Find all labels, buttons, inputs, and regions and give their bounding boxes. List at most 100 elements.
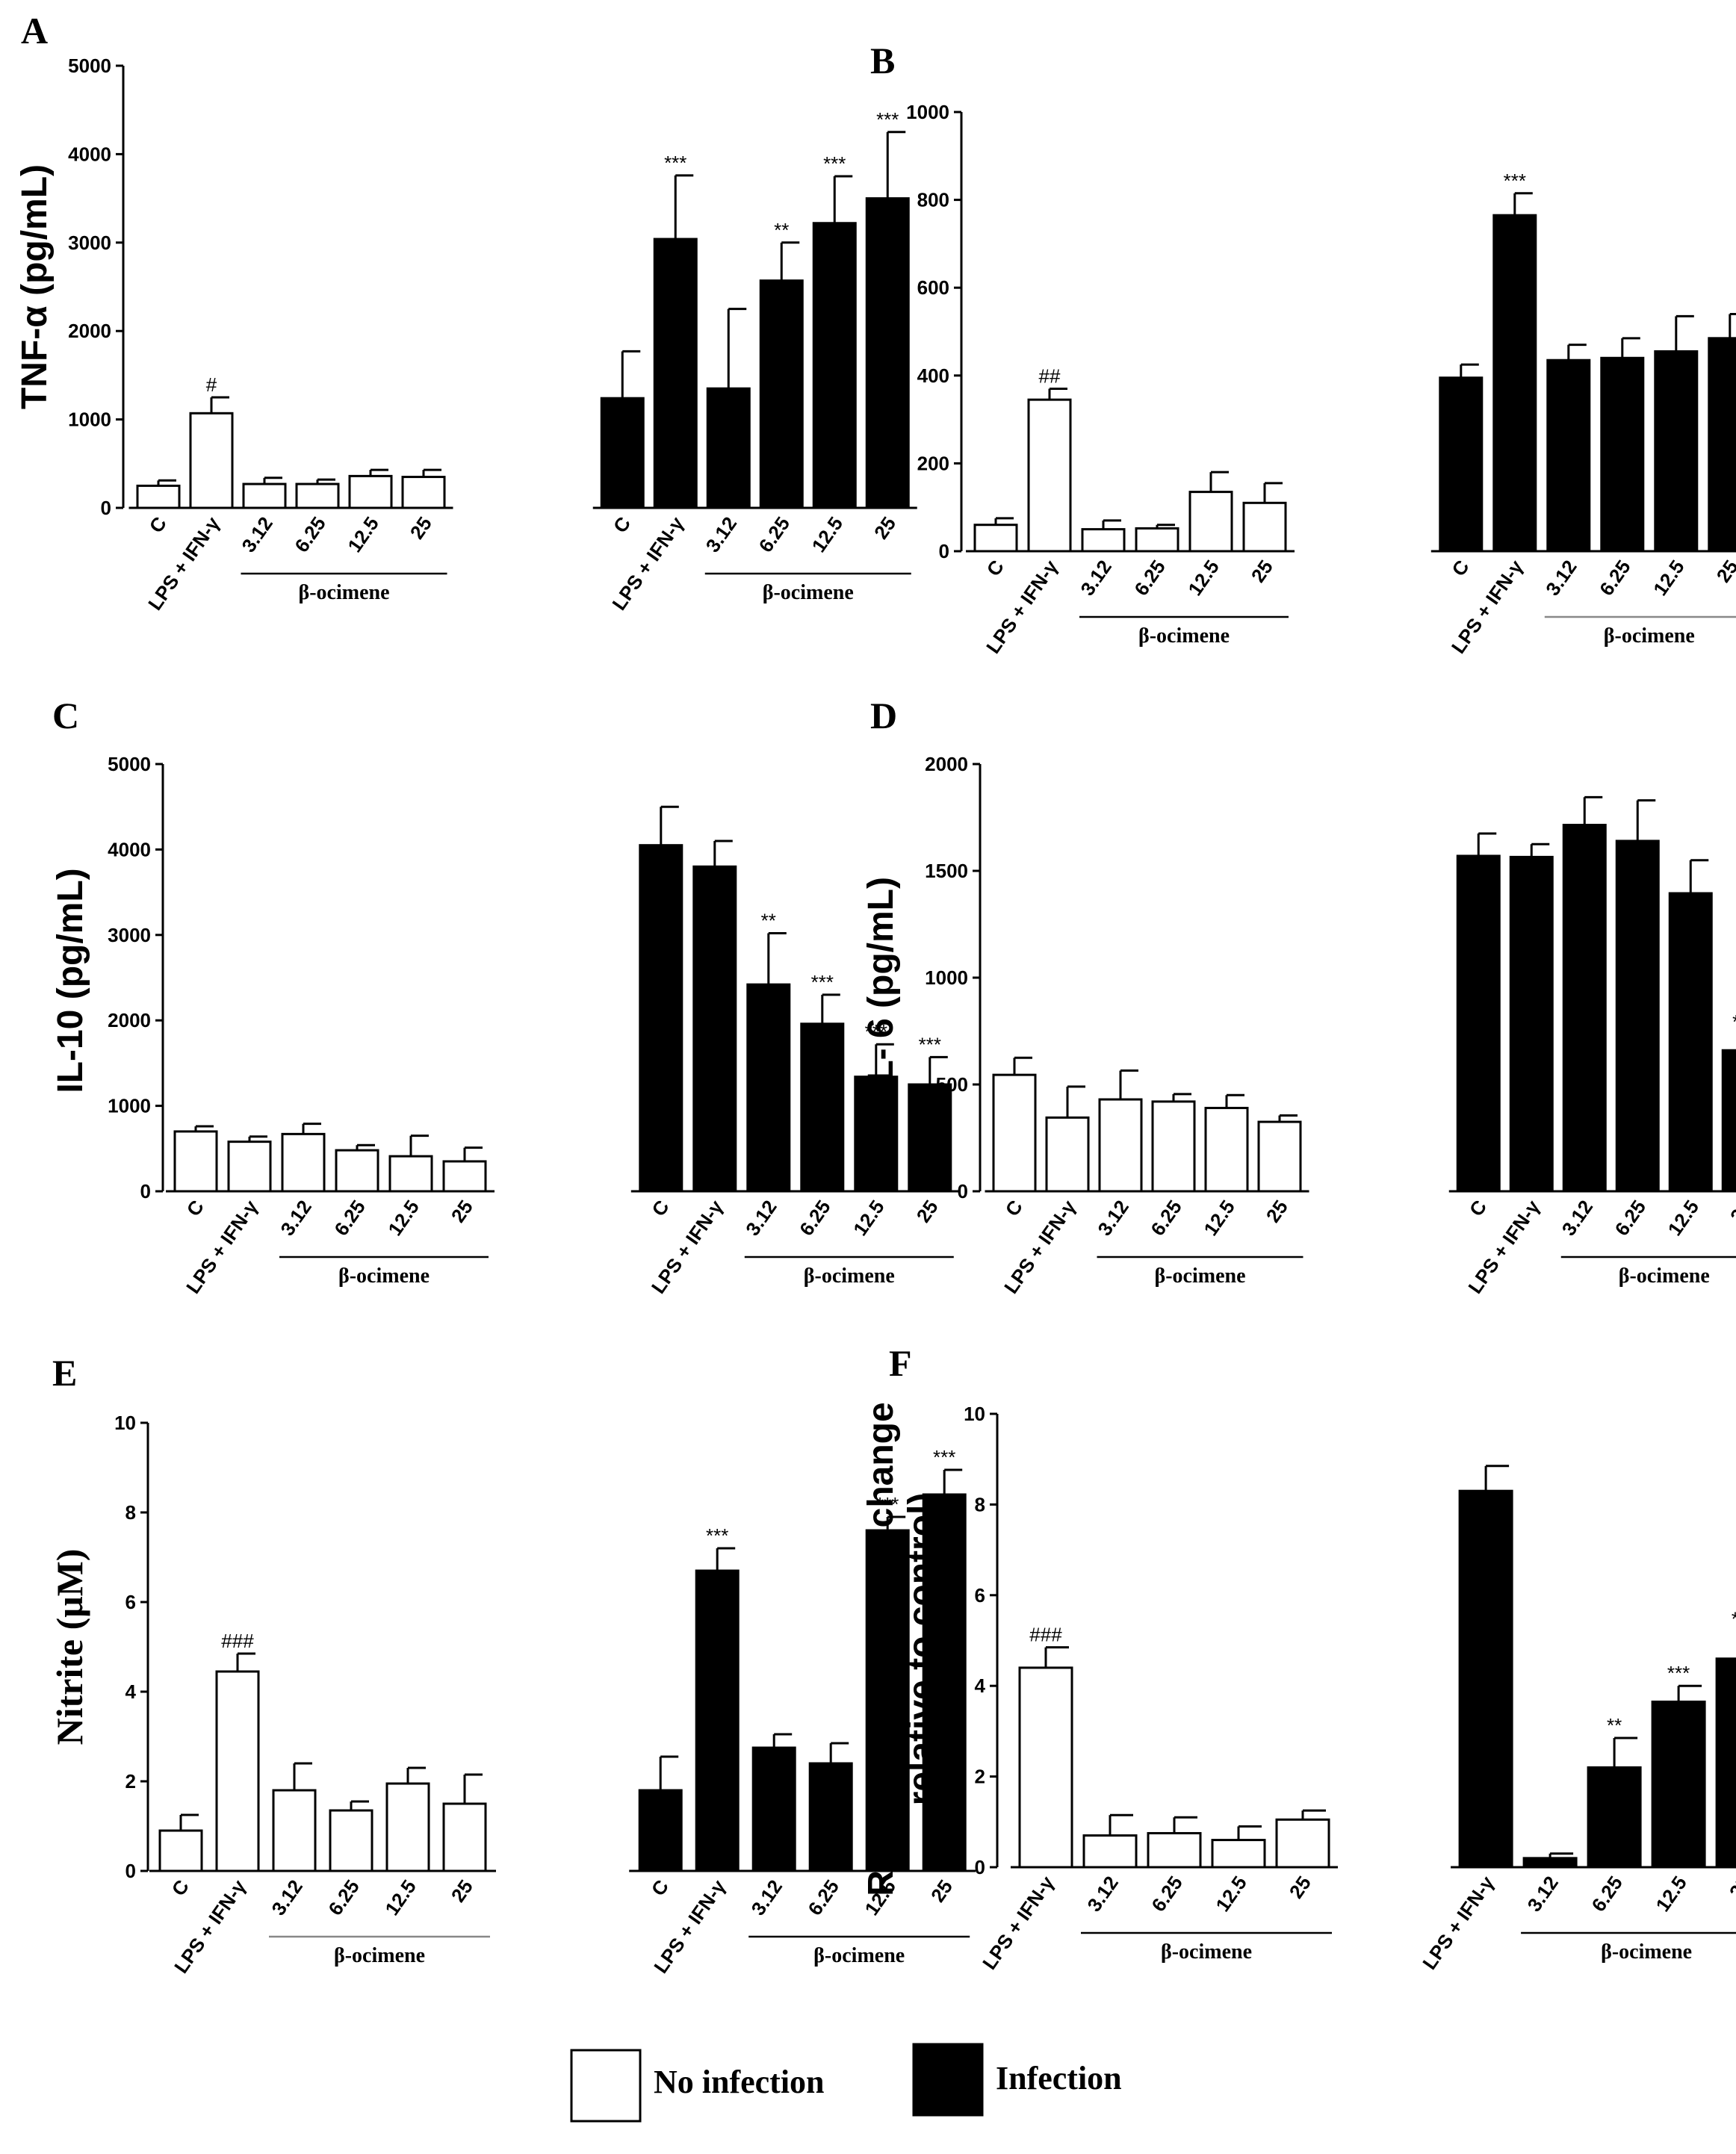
significance-label: ***: [919, 1033, 941, 1055]
category-label: 25: [1247, 556, 1277, 586]
group-bracket-label: β-ocimene: [1154, 1264, 1245, 1288]
bar: [1257, 1120, 1302, 1193]
significance-label: **: [761, 910, 776, 932]
panel-f: F ROS generation (fold changerelative to …: [861, 1342, 1736, 1973]
category-label: 12.5: [1664, 1196, 1704, 1240]
significance-label: ***: [876, 1493, 899, 1515]
bar: [388, 1155, 433, 1193]
bar: [335, 1149, 379, 1193]
category-label: 6.25: [1146, 1196, 1186, 1240]
category-label: 3.12: [701, 512, 742, 556]
y-tick-label: 4000: [68, 143, 111, 165]
bar: [908, 1083, 952, 1193]
group-bracket-label: β-ocimene: [334, 1944, 425, 1967]
bar: [227, 1140, 272, 1193]
panel-letter-d: D: [870, 695, 897, 736]
category-label: 3.12: [267, 1875, 307, 1919]
significance-label: ###: [221, 1630, 254, 1652]
category-label: LPS + IFN-γ: [978, 1872, 1058, 1974]
y-axis-label: ROS generation (fold changerelative to c…: [861, 1402, 941, 1896]
category-label: 3.12: [1522, 1872, 1563, 1916]
bar: [800, 1022, 845, 1193]
panel-letter-c: C: [52, 695, 79, 736]
significance-label: #: [206, 373, 217, 396]
y-tick-label: 5000: [108, 753, 151, 775]
bar: [281, 1132, 326, 1193]
bar: [158, 1829, 203, 1872]
category-label: C: [647, 1875, 673, 1900]
significance-label: ***: [823, 152, 846, 175]
bar: [1439, 376, 1484, 553]
bar: [1715, 1657, 1736, 1869]
y-tick-label: 400: [917, 364, 949, 387]
y-tick-label: 4: [125, 1680, 137, 1703]
y-tick-label: 0: [101, 497, 111, 519]
category-label: 25: [1712, 556, 1736, 586]
y-axis-label: TNF-α (pg/mL): [15, 164, 55, 409]
category-label: 6.25: [323, 1875, 364, 1919]
y-tick-label: 0: [958, 1180, 968, 1202]
bar: [1242, 501, 1287, 553]
category-label: 12.5: [849, 1196, 889, 1240]
significance-label: ***: [1732, 1011, 1736, 1033]
bar: [348, 474, 393, 509]
y-axis-label-line: relative to control): [902, 1493, 941, 1806]
significance-label: ***: [1732, 1607, 1736, 1630]
legend-label-no-infection: No infection: [654, 2064, 825, 2100]
bar: [1188, 491, 1233, 553]
bar: [1562, 824, 1607, 1193]
bar: [639, 844, 683, 1193]
category-label: 12.5: [807, 512, 848, 556]
y-tick-label: 1000: [68, 409, 111, 431]
significance-label: ***: [811, 971, 834, 993]
y-tick-label: 1000: [108, 1095, 151, 1117]
y-tick-label: 0: [125, 1860, 136, 1882]
category-label: 25: [1285, 1872, 1315, 1902]
bar: [992, 1073, 1037, 1193]
bar: [1492, 214, 1537, 553]
category-label: C: [982, 556, 1008, 580]
category-label: 3.12: [237, 512, 277, 556]
bar: [854, 1076, 899, 1193]
panel-c: CIL-10 (pg/mL)010002000300040005000CLPS …: [51, 695, 960, 1297]
significance-label: ***: [706, 1524, 728, 1547]
bar: [808, 1762, 853, 1872]
bar: [1211, 1839, 1266, 1869]
y-tick-label: 10: [114, 1412, 136, 1434]
bar: [1509, 855, 1554, 1193]
bar: [1456, 854, 1501, 1193]
panel-letter-b: B: [870, 40, 895, 81]
category-label: C: [647, 1196, 673, 1220]
y-tick-label: 2: [975, 1766, 985, 1788]
category-label: 3.12: [1076, 556, 1116, 600]
bar: [442, 1802, 487, 1872]
y-axis-label: IL-12 (pg/mL): [869, 219, 908, 444]
group-bracket-label: β-ocimene: [1604, 624, 1695, 648]
bar: [746, 983, 791, 1193]
bar: [922, 1493, 967, 1872]
group-bracket-label: β-ocimene: [1619, 1264, 1710, 1288]
bar: [1204, 1106, 1249, 1193]
bar: [1615, 839, 1660, 1193]
y-tick-label: 4: [975, 1675, 986, 1697]
bar: [1098, 1098, 1143, 1193]
significance-label: **: [1607, 1714, 1622, 1736]
significance-label: ##: [1039, 364, 1061, 387]
panel-letter-f: F: [889, 1342, 912, 1384]
y-axis-label: Nitrite (μM): [49, 1549, 90, 1745]
bar: [706, 387, 751, 509]
category-label: 25: [912, 1196, 943, 1226]
bar: [1708, 337, 1736, 553]
category-label: 3.12: [276, 1196, 316, 1240]
category-label: C: [182, 1196, 208, 1220]
y-tick-label: 6: [975, 1584, 985, 1607]
bar: [1027, 398, 1072, 553]
bar: [1721, 1049, 1736, 1193]
category-label: 12.5: [1199, 1196, 1239, 1240]
y-axis-label: IL- 6 (pg/mL): [861, 877, 901, 1092]
y-tick-label: 2000: [108, 1009, 151, 1031]
